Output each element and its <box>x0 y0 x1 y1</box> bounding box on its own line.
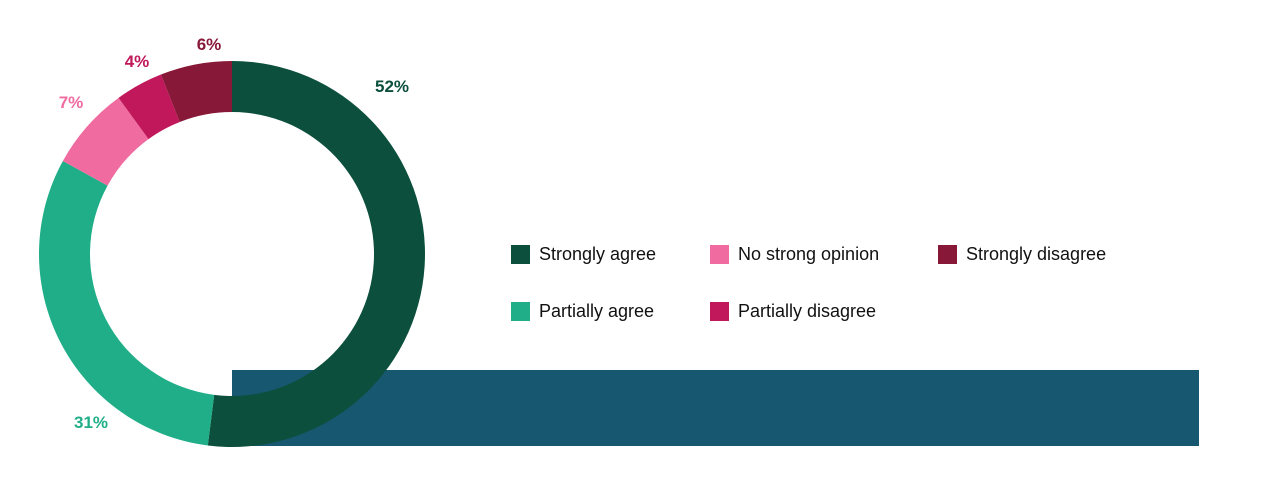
slice-label-strongly-agree: 52% <box>375 77 409 96</box>
legend-label-no-strong-opinion: No strong opinion <box>738 243 880 264</box>
slice-partially-disagree <box>118 74 180 140</box>
legend-label-strongly-agree: Strongly agree <box>539 243 657 264</box>
slice-label-no-strong-opinion: 7% <box>59 93 84 112</box>
legend-label-partially-disagree: Partially disagree <box>738 300 877 321</box>
legend-label-partially-agree: Partially agree <box>539 300 655 321</box>
slice-label-partially-agree: 31% <box>74 413 108 432</box>
legend-item-partially-disagree: Partially disagree <box>710 297 876 325</box>
legend-swatch-no-strong-opinion <box>710 244 729 264</box>
legend-swatch-strongly-disagree <box>938 244 957 264</box>
decorative-band <box>232 370 1199 446</box>
legend-swatch-strongly-agree <box>511 244 530 264</box>
legend-swatch-partially-agree <box>511 301 530 321</box>
legend-item-strongly-agree: Strongly agree <box>511 240 656 268</box>
slice-no-strong-opinion <box>62 97 149 186</box>
slice-label-strongly-disagree: 6% <box>197 35 222 54</box>
legend-item-strongly-disagree: Strongly disagree <box>938 240 1106 268</box>
legend-label-strongly-disagree: Strongly disagree <box>966 243 1107 264</box>
slice-strongly-disagree <box>160 61 232 122</box>
legend: Strongly agree No strong opinion Strongl… <box>511 240 1191 350</box>
slice-partially-agree <box>38 161 215 446</box>
legend-item-partially-agree: Partially agree <box>511 297 654 325</box>
slice-label-partially-disagree: 4% <box>125 52 150 71</box>
legend-item-no-strong-opinion: No strong opinion <box>710 240 879 268</box>
slice-strongly-agree <box>207 61 425 447</box>
legend-swatch-partially-disagree <box>710 301 729 321</box>
